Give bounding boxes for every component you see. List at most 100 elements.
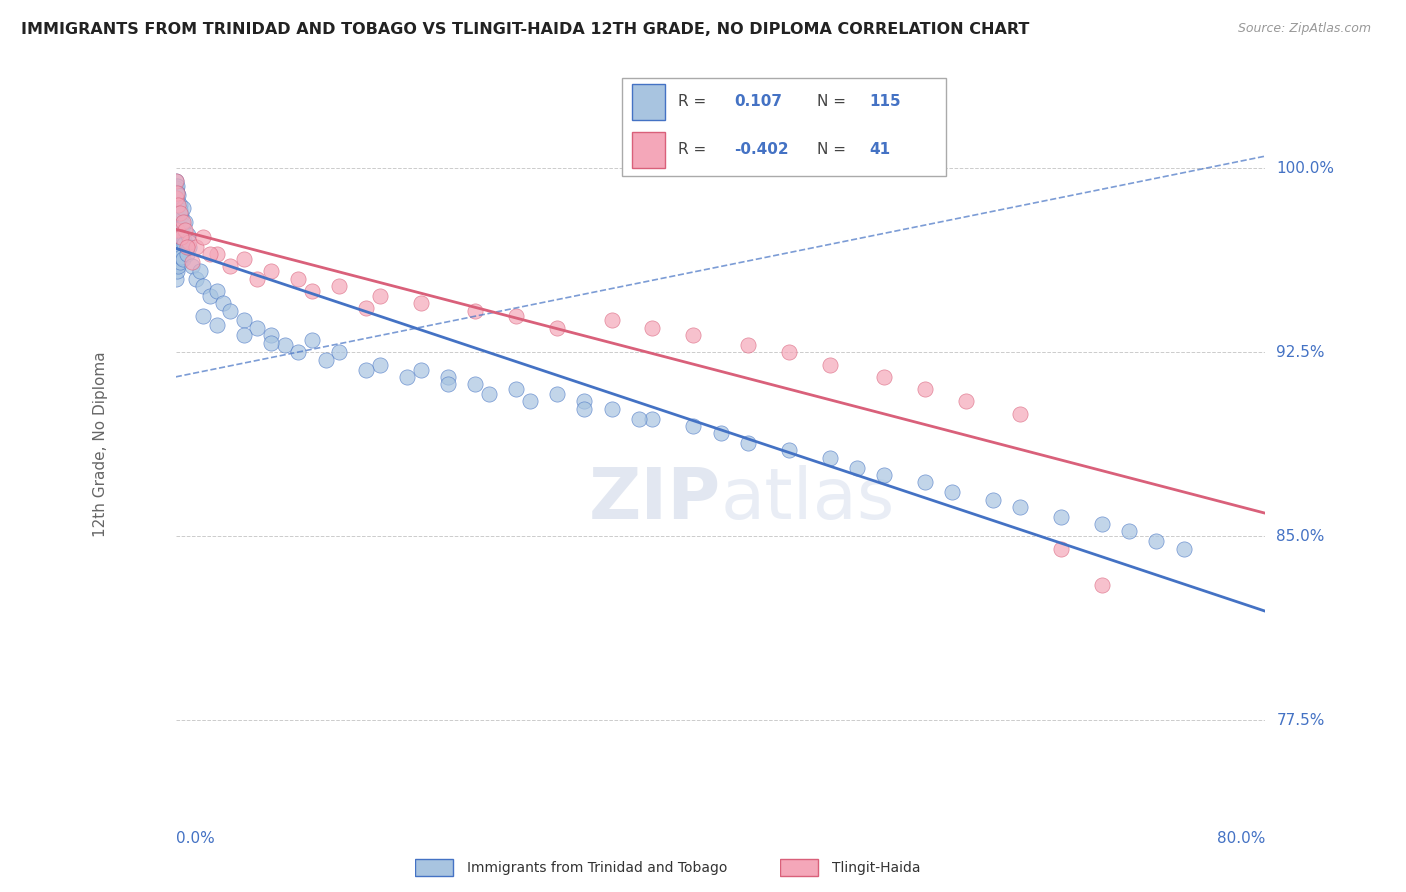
Point: [546, 387, 568, 401]
Point: [166, 193, 188, 207]
Point: [232, 252, 254, 266]
Point: [1050, 509, 1073, 524]
Point: [169, 198, 191, 212]
Point: [246, 271, 269, 285]
Text: 0.107: 0.107: [734, 94, 782, 109]
Point: [287, 345, 309, 359]
Point: [172, 252, 194, 266]
Point: [165, 247, 187, 261]
Point: [166, 222, 188, 236]
Point: [165, 242, 187, 256]
Point: [174, 222, 197, 236]
Point: [914, 382, 936, 396]
Point: [165, 260, 187, 274]
Point: [368, 289, 391, 303]
Point: [165, 271, 187, 285]
Point: [165, 191, 187, 205]
Point: [165, 191, 187, 205]
Point: [955, 394, 977, 409]
Text: Source: ZipAtlas.com: Source: ZipAtlas.com: [1237, 22, 1371, 36]
Point: [169, 225, 191, 239]
Point: [1146, 534, 1168, 549]
Point: [165, 220, 187, 235]
Point: [169, 242, 191, 256]
Point: [437, 370, 460, 384]
Point: [165, 173, 187, 187]
Point: [166, 203, 188, 218]
Point: [166, 186, 188, 200]
Text: 115: 115: [870, 94, 901, 109]
Point: [1173, 541, 1195, 556]
Text: Immigrants from Trinidad and Tobago: Immigrants from Trinidad and Tobago: [467, 861, 727, 875]
Point: [174, 215, 197, 229]
Text: N =: N =: [817, 94, 846, 109]
Text: 80.0%: 80.0%: [1218, 830, 1265, 846]
Point: [166, 195, 188, 210]
Point: [166, 225, 188, 239]
Point: [165, 181, 187, 195]
Point: [409, 296, 432, 310]
Point: [167, 222, 190, 236]
Text: 100.0%: 100.0%: [1277, 161, 1334, 176]
Point: [301, 284, 323, 298]
Point: [505, 382, 527, 396]
Point: [845, 460, 868, 475]
Point: [873, 467, 896, 482]
Point: [167, 227, 190, 242]
Point: [737, 338, 759, 352]
Point: [682, 328, 704, 343]
Point: [170, 208, 193, 222]
Point: [818, 450, 841, 465]
Point: [219, 260, 242, 274]
Text: Tlingit-Haida: Tlingit-Haida: [832, 861, 921, 875]
Point: [1010, 500, 1032, 514]
Point: [165, 222, 187, 236]
Point: [169, 203, 191, 218]
Point: [167, 247, 190, 261]
Bar: [631, 84, 665, 120]
Text: N =: N =: [817, 142, 846, 157]
Point: [166, 186, 188, 200]
Text: R =: R =: [678, 142, 706, 157]
Point: [165, 205, 187, 219]
Bar: [780, 858, 818, 876]
Point: [914, 475, 936, 490]
Point: [464, 377, 486, 392]
Point: [941, 485, 963, 500]
Text: 85.0%: 85.0%: [1277, 529, 1324, 544]
Point: [464, 303, 486, 318]
Point: [165, 240, 187, 254]
Point: [165, 211, 187, 225]
Point: [167, 205, 190, 219]
Point: [173, 237, 195, 252]
Point: [186, 240, 208, 254]
Point: [165, 208, 187, 222]
Point: [166, 233, 188, 247]
Point: [166, 237, 188, 252]
Text: IMMIGRANTS FROM TRINIDAD AND TOBAGO VS TLINGIT-HAIDA 12TH GRADE, NO DIPLOMA CORR: IMMIGRANTS FROM TRINIDAD AND TOBAGO VS T…: [21, 22, 1029, 37]
Text: 0.0%: 0.0%: [176, 830, 215, 846]
Text: 41: 41: [870, 142, 891, 157]
Point: [169, 254, 191, 268]
Text: 77.5%: 77.5%: [1277, 713, 1324, 728]
Point: [167, 215, 190, 229]
Point: [181, 254, 204, 268]
Point: [682, 419, 704, 434]
Point: [246, 320, 269, 334]
Point: [1050, 541, 1073, 556]
Point: [198, 247, 221, 261]
Point: [198, 289, 221, 303]
Point: [165, 227, 187, 242]
Point: [191, 309, 214, 323]
Point: [641, 320, 664, 334]
Point: [172, 218, 194, 232]
Point: [179, 235, 201, 249]
Point: [165, 215, 187, 229]
Point: [167, 198, 190, 212]
Point: [167, 188, 190, 202]
Point: [232, 313, 254, 327]
Point: [165, 235, 187, 249]
Point: [173, 233, 195, 247]
Point: [710, 426, 733, 441]
Bar: [631, 132, 665, 168]
